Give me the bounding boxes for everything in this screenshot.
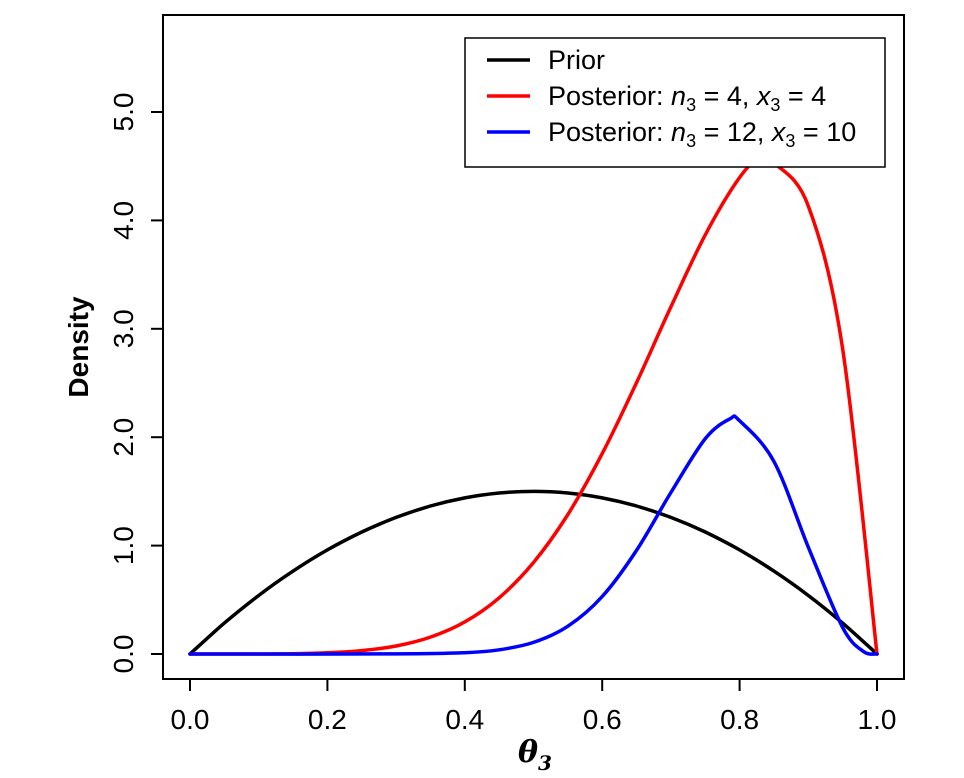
series-line-2 (188, 414, 879, 656)
legend-entry-1: Posterior: n3 = 4, x3 = 4 (548, 81, 826, 115)
x-axis-label-subscript: 3 (538, 751, 552, 775)
x-tick-label: 0.0 (171, 704, 210, 735)
series-line-1 (188, 152, 879, 656)
x-tick-label: 0.6 (583, 704, 622, 735)
y-axis: 0.0 1.0 2.0 3.0 4.0 5.0 (108, 93, 164, 674)
x-tick-label: 0.8 (720, 704, 759, 735)
x-axis-label: θ3 (518, 735, 552, 775)
x-tick-label: 1.0 (858, 704, 897, 735)
legend-box (464, 37, 886, 168)
y-tick-label: 2.0 (108, 418, 139, 457)
y-tick-label: 0.0 (108, 635, 139, 674)
series-line-0 (188, 489, 879, 656)
x-axis-label-symbol: θ (518, 735, 538, 770)
y-tick-label: 3.0 (108, 309, 139, 348)
legend-entry-2: Posterior: n3 = 12, x3 = 10 (548, 117, 856, 151)
x-axis: 0.0 0.2 0.4 0.6 0.8 1.0 (171, 678, 897, 735)
series-curves (188, 152, 879, 656)
x-tick-label: 0.2 (308, 704, 347, 735)
y-tick-label: 5.0 (108, 93, 139, 132)
legend: Prior Posterior: n3 = 4, x3 = 4Posterior:… (464, 37, 886, 168)
y-tick-label: 4.0 (108, 201, 139, 240)
legend-entry-0: Prior (548, 45, 605, 75)
y-tick-label: 1.0 (108, 526, 139, 565)
x-tick-label: 0.4 (445, 704, 484, 735)
y-axis-label: Density (63, 296, 94, 398)
